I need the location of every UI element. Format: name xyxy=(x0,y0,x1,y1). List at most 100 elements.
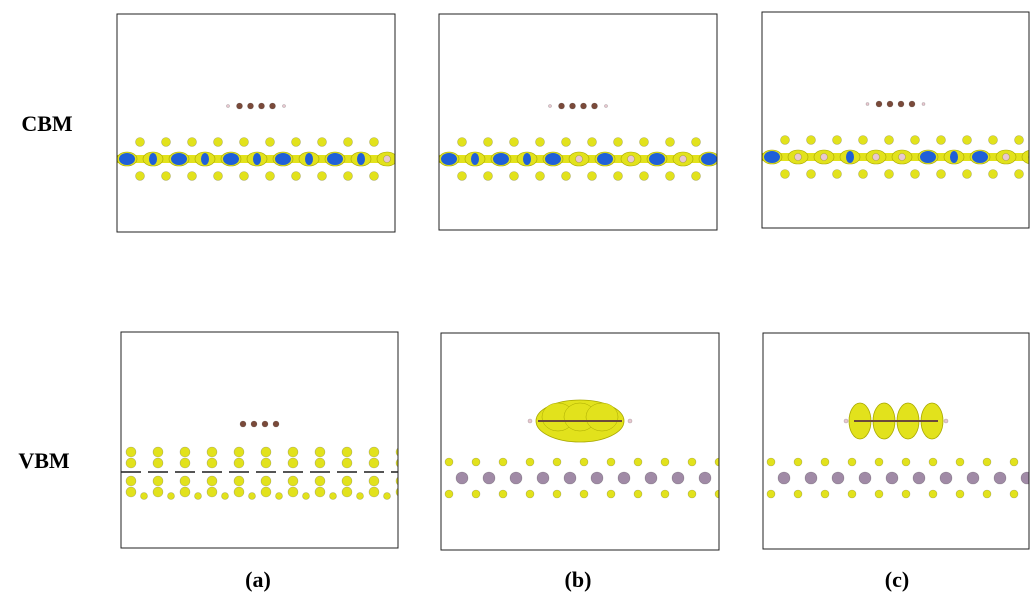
sulfur-atom xyxy=(767,458,775,466)
sulfur-atom xyxy=(718,138,727,147)
sulfur-atom xyxy=(989,170,998,179)
sulfur-atom xyxy=(370,138,379,147)
sulfur-atom xyxy=(396,138,405,147)
density-lobe xyxy=(234,458,244,468)
sulfur-atom xyxy=(370,172,379,181)
sulfur-atom xyxy=(458,172,467,181)
hydrogen-atom xyxy=(922,103,925,106)
metal-atom xyxy=(510,472,522,484)
density-lobe xyxy=(207,487,217,497)
sulfur-atom xyxy=(344,138,353,147)
sulfur-atom xyxy=(162,172,171,181)
sulfur-atom xyxy=(859,136,868,145)
sulfur-atom xyxy=(1010,490,1018,498)
metal-atom xyxy=(832,472,844,484)
carbon-atom xyxy=(592,103,598,109)
density-lobe xyxy=(288,447,298,457)
density-lobe xyxy=(369,476,379,486)
carbon-atom xyxy=(876,101,882,107)
sulfur-atom xyxy=(1010,458,1018,466)
row-label: VBM xyxy=(18,448,70,473)
sulfur-atom xyxy=(807,170,816,179)
metal-atom xyxy=(645,472,657,484)
density-lobe xyxy=(180,447,190,457)
sulfur-atom xyxy=(214,138,223,147)
carbon-atom xyxy=(898,101,904,107)
sulfur-atom xyxy=(956,458,964,466)
density-lobe xyxy=(126,487,136,497)
metal-atom xyxy=(576,156,583,163)
sulfur-atom xyxy=(781,136,790,145)
panel-bg xyxy=(762,12,1029,228)
sulfur-atom xyxy=(526,490,534,498)
density-lobe xyxy=(369,447,379,457)
density-lobe xyxy=(586,403,618,431)
density-lobe xyxy=(126,458,136,468)
figure: CBM VBM (a) (b) (c) xyxy=(0,0,1030,598)
metal-atom xyxy=(913,472,925,484)
density-negative xyxy=(201,153,209,165)
density-negative xyxy=(972,151,988,163)
sulfur-atom xyxy=(956,490,964,498)
density-negative xyxy=(764,151,780,163)
sulfur-atom xyxy=(821,458,829,466)
sulfur-atom xyxy=(989,136,998,145)
density-negative xyxy=(441,153,457,165)
density-lobe xyxy=(234,447,244,457)
panel-label: (b) xyxy=(565,567,592,592)
metal-atom xyxy=(628,156,635,163)
density-lobe xyxy=(288,487,298,497)
sulfur-atom xyxy=(168,493,175,500)
density-negative xyxy=(471,153,479,165)
sulfur-atom xyxy=(929,490,937,498)
density-lobe xyxy=(180,487,190,497)
sulfur-atom xyxy=(640,172,649,181)
sulfur-atom xyxy=(848,458,856,466)
sulfur-atom xyxy=(634,458,642,466)
carbon-atom xyxy=(581,103,587,109)
sulfur-atom xyxy=(614,138,623,147)
metal-atom xyxy=(795,154,802,161)
density-lobe xyxy=(261,476,271,486)
density-lobe xyxy=(234,487,244,497)
sulfur-atom xyxy=(445,458,453,466)
metal-atom xyxy=(859,472,871,484)
sulfur-atom xyxy=(330,493,337,500)
metal-atom xyxy=(821,154,828,161)
sulfur-atom xyxy=(588,138,597,147)
hydrogen-atom xyxy=(844,419,848,423)
sulfur-atom xyxy=(937,170,946,179)
density-lobe xyxy=(342,447,352,457)
density-lobe xyxy=(180,476,190,486)
sulfur-atom xyxy=(1015,136,1024,145)
hydrogen-atom xyxy=(605,105,608,108)
sulfur-atom xyxy=(458,138,467,147)
sulfur-atom xyxy=(396,172,405,181)
sulfur-atom xyxy=(692,172,701,181)
sulfur-atom xyxy=(240,138,249,147)
sulfur-atom xyxy=(240,172,249,181)
density-negative xyxy=(223,153,239,165)
metal-atom xyxy=(778,472,790,484)
density-negative xyxy=(327,153,343,165)
panel xyxy=(117,14,405,232)
sulfur-atom xyxy=(292,138,301,147)
panel xyxy=(121,332,418,548)
density-lobe xyxy=(126,447,136,457)
metal-atom xyxy=(886,472,898,484)
sulfur-atom xyxy=(781,170,790,179)
sulfur-atom xyxy=(344,172,353,181)
sulfur-atom xyxy=(195,493,202,500)
sulfur-atom xyxy=(794,458,802,466)
metal-atom xyxy=(994,472,1006,484)
sulfur-atom xyxy=(292,172,301,181)
sulfur-atom xyxy=(526,458,534,466)
density-lobe xyxy=(207,458,217,468)
metal-atom xyxy=(384,156,391,163)
density-negative xyxy=(523,153,531,165)
panel-label: (c) xyxy=(885,567,909,592)
density-negative xyxy=(275,153,291,165)
sulfur-atom xyxy=(983,458,991,466)
sulfur-atom xyxy=(553,458,561,466)
panel-bg xyxy=(763,333,1029,549)
